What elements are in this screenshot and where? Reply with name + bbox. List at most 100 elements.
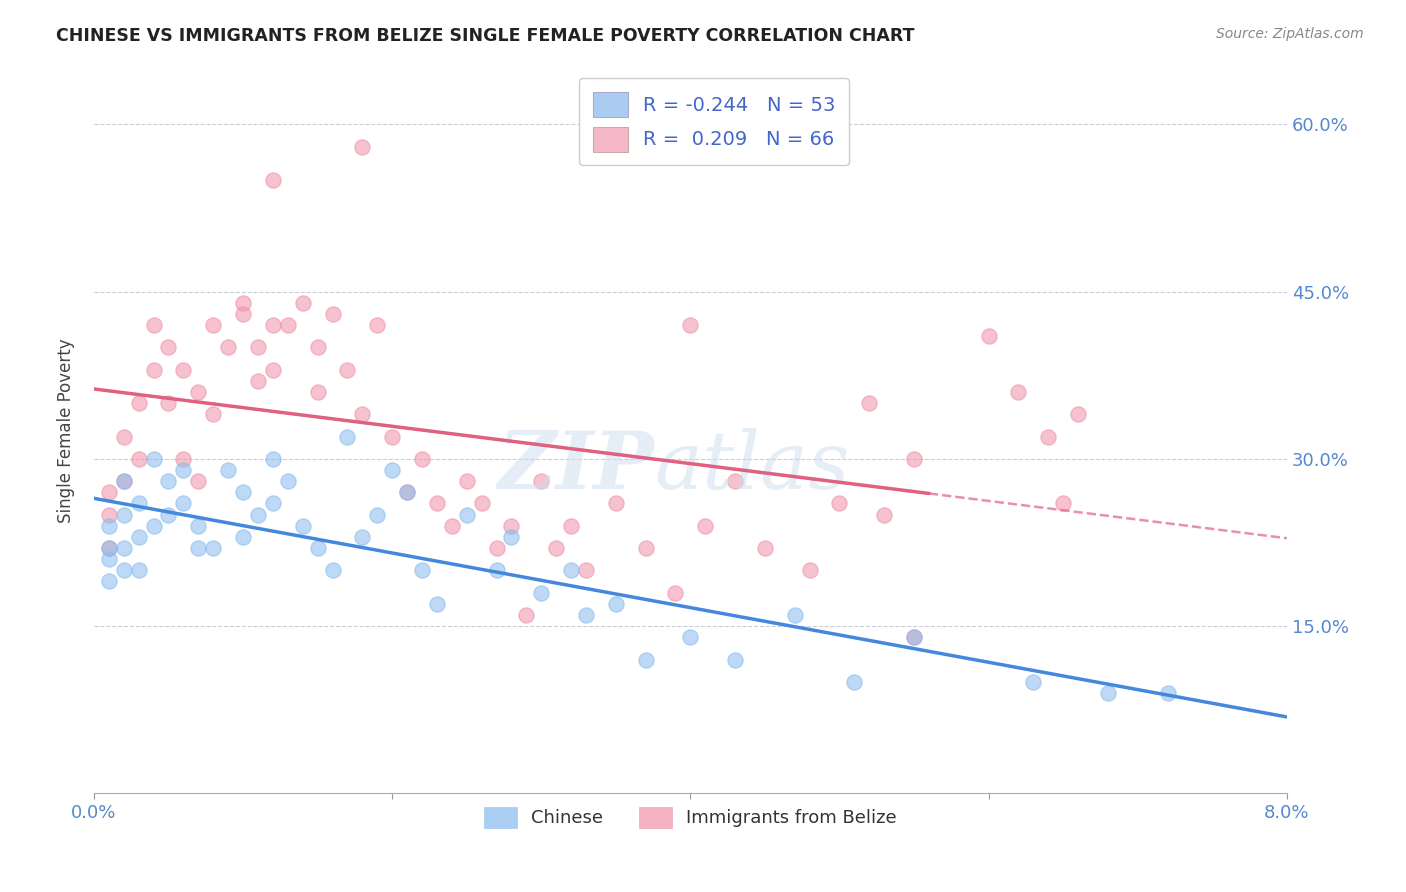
Point xyxy=(560,563,582,577)
Point xyxy=(858,396,880,410)
Point xyxy=(501,530,523,544)
Point xyxy=(112,563,135,577)
Point xyxy=(202,407,225,421)
Point xyxy=(307,541,329,555)
Point xyxy=(575,563,598,577)
Point xyxy=(783,607,806,622)
Point xyxy=(262,318,284,332)
Point xyxy=(903,630,925,644)
Point xyxy=(634,652,657,666)
Point xyxy=(440,518,463,533)
Point xyxy=(232,530,254,544)
Point xyxy=(128,530,150,544)
Text: Source: ZipAtlas.com: Source: ZipAtlas.com xyxy=(1216,27,1364,41)
Point xyxy=(381,429,404,443)
Point xyxy=(679,318,702,332)
Point xyxy=(97,518,120,533)
Point xyxy=(381,463,404,477)
Point xyxy=(157,474,180,488)
Point xyxy=(1007,384,1029,399)
Point xyxy=(128,451,150,466)
Text: CHINESE VS IMMIGRANTS FROM BELIZE SINGLE FEMALE POVERTY CORRELATION CHART: CHINESE VS IMMIGRANTS FROM BELIZE SINGLE… xyxy=(56,27,915,45)
Point xyxy=(352,530,374,544)
Point xyxy=(844,674,866,689)
Point xyxy=(530,474,553,488)
Point xyxy=(157,396,180,410)
Point xyxy=(1038,429,1060,443)
Point xyxy=(307,384,329,399)
Point xyxy=(112,508,135,522)
Point xyxy=(112,474,135,488)
Point xyxy=(172,496,194,510)
Point xyxy=(217,340,239,354)
Legend: Chinese, Immigrants from Belize: Chinese, Immigrants from Belize xyxy=(477,800,904,835)
Point xyxy=(352,407,374,421)
Point xyxy=(695,518,717,533)
Text: atlas: atlas xyxy=(655,428,851,506)
Point xyxy=(560,518,582,533)
Point xyxy=(471,496,494,510)
Point xyxy=(262,496,284,510)
Point xyxy=(232,307,254,321)
Point xyxy=(217,463,239,477)
Point xyxy=(679,630,702,644)
Point xyxy=(411,451,433,466)
Point xyxy=(112,429,135,443)
Point xyxy=(232,295,254,310)
Point xyxy=(336,362,359,376)
Point xyxy=(724,474,747,488)
Point xyxy=(426,496,449,510)
Point xyxy=(1022,674,1045,689)
Point xyxy=(321,307,343,321)
Point xyxy=(724,652,747,666)
Point xyxy=(291,295,314,310)
Point xyxy=(157,340,180,354)
Point xyxy=(187,541,209,555)
Point xyxy=(1067,407,1090,421)
Point xyxy=(142,518,165,533)
Point xyxy=(187,518,209,533)
Point xyxy=(366,508,388,522)
Point xyxy=(142,451,165,466)
Point xyxy=(262,173,284,187)
Point xyxy=(530,585,553,599)
Point xyxy=(321,563,343,577)
Point xyxy=(277,474,299,488)
Point xyxy=(97,552,120,566)
Point xyxy=(828,496,851,510)
Point xyxy=(128,496,150,510)
Point xyxy=(1156,686,1178,700)
Point xyxy=(128,396,150,410)
Point xyxy=(634,541,657,555)
Point xyxy=(873,508,896,522)
Point xyxy=(246,374,269,388)
Point xyxy=(246,508,269,522)
Point xyxy=(97,574,120,589)
Point xyxy=(799,563,821,577)
Text: ZIP: ZIP xyxy=(498,428,655,506)
Point xyxy=(456,508,478,522)
Point xyxy=(605,597,627,611)
Point xyxy=(142,362,165,376)
Point xyxy=(903,451,925,466)
Point xyxy=(187,474,209,488)
Point xyxy=(501,518,523,533)
Point xyxy=(277,318,299,332)
Point xyxy=(291,518,314,533)
Point xyxy=(97,541,120,555)
Point xyxy=(187,384,209,399)
Point xyxy=(336,429,359,443)
Point xyxy=(903,630,925,644)
Point xyxy=(456,474,478,488)
Point xyxy=(485,541,508,555)
Point xyxy=(664,585,686,599)
Point xyxy=(546,541,568,555)
Point xyxy=(97,541,120,555)
Point xyxy=(605,496,627,510)
Point xyxy=(112,474,135,488)
Point xyxy=(172,463,194,477)
Point xyxy=(426,597,449,611)
Point xyxy=(366,318,388,332)
Point xyxy=(352,139,374,153)
Point xyxy=(262,451,284,466)
